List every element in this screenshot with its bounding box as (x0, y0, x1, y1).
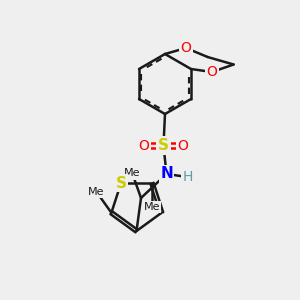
Text: O: O (178, 139, 188, 152)
Text: O: O (206, 65, 218, 79)
Text: S: S (158, 138, 169, 153)
Text: Me: Me (124, 167, 140, 178)
Text: Me: Me (144, 202, 160, 212)
Text: S: S (116, 176, 127, 191)
Text: O: O (181, 41, 191, 55)
Text: O: O (139, 139, 149, 152)
Text: H: H (182, 170, 193, 184)
Text: N: N (160, 167, 173, 182)
Text: Me: Me (123, 166, 141, 179)
Text: Me: Me (88, 187, 105, 197)
